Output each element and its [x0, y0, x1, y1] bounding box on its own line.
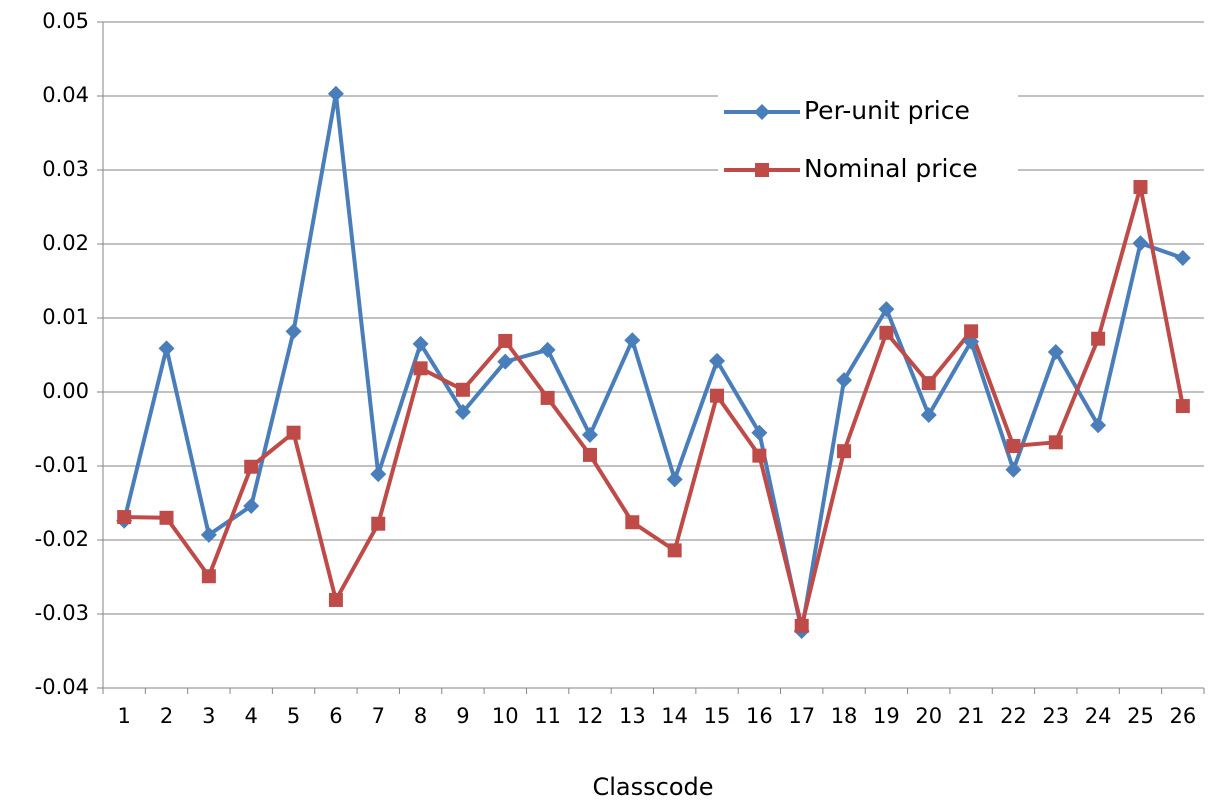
point	[624, 332, 641, 349]
point	[836, 372, 853, 389]
x-tick-label: 18	[831, 704, 858, 728]
legend-marker	[755, 163, 769, 177]
point	[837, 444, 852, 459]
legend-label: Nominal price	[804, 154, 978, 183]
point	[244, 459, 259, 474]
point	[1006, 439, 1021, 454]
point	[1090, 417, 1107, 434]
x-axis-title: Classcode	[592, 773, 713, 801]
x-tick-label: 13	[619, 704, 646, 728]
y-tick-label: 0.00	[42, 379, 89, 403]
x-tick-label: 26	[1169, 704, 1196, 728]
point	[285, 323, 302, 340]
point	[371, 516, 386, 531]
point	[710, 388, 725, 403]
point	[200, 526, 217, 543]
x-tick-label: 15	[704, 704, 731, 728]
point	[751, 424, 768, 441]
series-line	[122, 91, 1184, 634]
x-tick-label: 7	[372, 704, 385, 728]
point	[1175, 399, 1190, 414]
x-tick-label: 3	[202, 704, 215, 728]
point	[158, 340, 175, 357]
y-tick-label: 0.01	[42, 305, 89, 329]
point	[540, 390, 555, 405]
y-tick-label: -0.03	[35, 601, 89, 625]
y-tick-label: 0.03	[42, 157, 89, 181]
x-tick-label: 8	[414, 704, 427, 728]
x-tick-label: 6	[329, 704, 342, 728]
point	[117, 510, 132, 525]
y-tick-label: 0.02	[42, 231, 89, 255]
point	[1133, 180, 1148, 195]
series-line	[124, 185, 1185, 628]
point	[454, 403, 471, 420]
point	[794, 618, 809, 633]
point	[1048, 435, 1063, 450]
x-tick-label: 20	[915, 704, 942, 728]
y-tick-label: -0.01	[35, 453, 89, 477]
point	[413, 361, 428, 376]
point	[159, 510, 174, 525]
point	[582, 447, 597, 462]
point	[539, 341, 556, 358]
point	[328, 592, 343, 607]
x-tick-label: 24	[1085, 704, 1112, 728]
point	[1047, 344, 1064, 361]
point	[625, 515, 640, 530]
point	[1091, 331, 1106, 346]
point	[327, 85, 344, 102]
point	[1005, 461, 1022, 478]
x-tick-label: 25	[1127, 704, 1154, 728]
x-tick-label: 22	[1000, 704, 1027, 728]
point	[1132, 235, 1149, 252]
x-tick-label: 21	[958, 704, 985, 728]
y-tick-label: -0.04	[35, 675, 89, 699]
point	[666, 471, 683, 488]
point	[581, 426, 598, 443]
point	[1174, 250, 1191, 267]
point	[667, 543, 682, 558]
y-tick-label: 0.04	[42, 83, 89, 107]
x-tick-label: 9	[456, 704, 469, 728]
point	[752, 448, 767, 463]
point	[964, 324, 979, 339]
point	[286, 425, 301, 440]
legend-label: Per-unit price	[804, 96, 970, 125]
x-tick-label: 19	[873, 704, 900, 728]
x-tick-label: 12	[577, 704, 604, 728]
x-tick-label: 14	[661, 704, 688, 728]
point	[243, 497, 260, 514]
point	[412, 335, 429, 352]
x-tick-label: 11	[534, 704, 561, 728]
point	[201, 569, 216, 584]
x-tick-label: 2	[160, 704, 173, 728]
point	[709, 352, 726, 369]
x-tick-label: 17	[788, 704, 815, 728]
point	[497, 353, 514, 370]
point	[921, 376, 936, 391]
x-tick-label: 4	[245, 704, 258, 728]
x-tick-label: 5	[287, 704, 300, 728]
point	[455, 382, 470, 397]
x-tick-label: 10	[492, 704, 519, 728]
x-tick-label: 23	[1042, 704, 1069, 728]
point	[498, 333, 513, 348]
y-tick-label: -0.02	[35, 527, 89, 551]
point	[370, 466, 387, 483]
x-tick-label: 16	[746, 704, 773, 728]
legend-marker	[754, 104, 770, 120]
point	[920, 406, 937, 423]
y-tick-label: 0.05	[42, 9, 89, 33]
x-tick-label: 1	[117, 704, 130, 728]
point	[879, 325, 894, 340]
point	[878, 301, 895, 318]
